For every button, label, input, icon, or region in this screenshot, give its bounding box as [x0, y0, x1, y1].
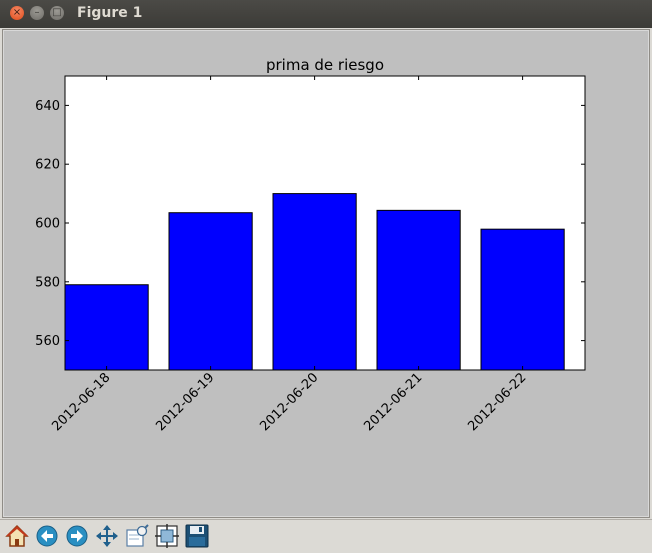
- home-button[interactable]: [4, 523, 30, 549]
- bar-chart: 560 580 600 620 640 2012-06-18 2012-06-19 2012-…: [35, 56, 586, 434]
- bar-2012-06-20: [272, 193, 357, 371]
- save-floppy-icon: [185, 524, 209, 548]
- minimize-icon: –: [34, 7, 40, 18]
- subplots-config-icon: [155, 524, 179, 548]
- navigation-toolbar: [0, 519, 652, 553]
- zoom-rect-icon: [126, 524, 149, 547]
- maximize-window-button[interactable]: □: [50, 6, 64, 20]
- chart-title: prima de riesgo: [266, 56, 384, 74]
- close-icon: ×: [12, 7, 22, 18]
- x-tick-label-2012-06-21: 2012-06-21: [361, 370, 425, 434]
- pan-button[interactable]: [94, 523, 120, 549]
- forward-arrow-icon: [66, 525, 88, 547]
- back-button[interactable]: [34, 523, 60, 549]
- close-window-button[interactable]: ×: [10, 6, 24, 20]
- save-button[interactable]: [184, 523, 210, 549]
- y-tick-label-580: 580: [35, 275, 60, 290]
- bar-2012-06-22: [480, 228, 565, 371]
- figure-canvas[interactable]: 560 580 600 620 640 2012-06-18 2012-06-19 2012-…: [4, 31, 648, 516]
- y-tick-label-560: 560: [35, 334, 60, 349]
- minimize-window-button[interactable]: –: [30, 6, 44, 20]
- bar-2012-06-18: [64, 284, 149, 371]
- zoom-button[interactable]: [124, 523, 150, 549]
- x-tick-label-2012-06-18: 2012-06-18: [49, 370, 113, 434]
- home-icon: [5, 524, 29, 547]
- bar-2012-06-21: [376, 209, 461, 371]
- back-arrow-icon: [36, 525, 58, 547]
- x-tick-label-2012-06-19: 2012-06-19: [153, 370, 217, 434]
- window-title: Figure 1: [77, 5, 143, 21]
- maximize-icon: □: [52, 7, 62, 18]
- x-tick-label-2012-06-20: 2012-06-20: [257, 370, 321, 434]
- configure-subplots-button[interactable]: [154, 523, 180, 549]
- y-tick-label-620: 620: [35, 158, 60, 173]
- window-titlebar: × – □ Figure 1: [0, 0, 652, 28]
- y-tick-label-600: 600: [35, 217, 60, 232]
- y-tick-label-640: 640: [35, 99, 60, 114]
- forward-button[interactable]: [64, 523, 90, 549]
- x-tick-label-2012-06-22: 2012-06-22: [465, 370, 529, 434]
- pan-move-icon: [96, 525, 118, 547]
- bar-2012-06-19: [168, 212, 253, 371]
